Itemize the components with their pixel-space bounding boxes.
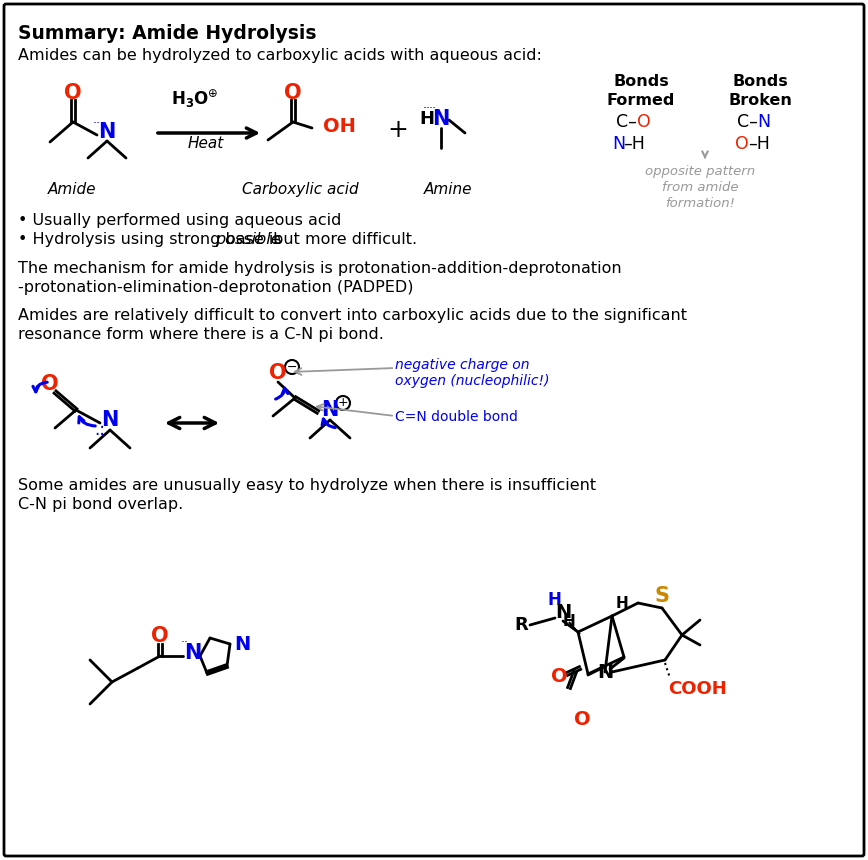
- Text: but more difficult.: but more difficult.: [268, 232, 418, 247]
- Text: R: R: [514, 616, 528, 634]
- Text: Summary: Amide Hydrolysis: Summary: Amide Hydrolysis: [18, 24, 317, 43]
- Text: O: O: [151, 626, 168, 646]
- Text: Some amides are unusually easy to hydrolyze when there is insufficient: Some amides are unusually easy to hydrol…: [18, 478, 596, 493]
- Text: Heat: Heat: [187, 136, 224, 151]
- Text: COOH: COOH: [668, 680, 727, 698]
- FancyBboxPatch shape: [4, 4, 864, 856]
- Text: H: H: [547, 591, 561, 609]
- Text: –H: –H: [748, 135, 770, 153]
- Text: .:: .:: [95, 421, 106, 439]
- Text: H: H: [562, 615, 575, 630]
- Text: Bonds
Formed: Bonds Formed: [607, 74, 675, 108]
- Text: -protonation-elimination-deprotonation (PADPED): -protonation-elimination-deprotonation (…: [18, 280, 413, 295]
- Text: negative charge on
oxygen (nucleophilic!): negative charge on oxygen (nucleophilic!…: [395, 358, 549, 388]
- Text: • Hydrolysis using strong base is: • Hydrolysis using strong base is: [18, 232, 286, 247]
- Text: O: O: [284, 83, 302, 103]
- Text: C-N pi bond overlap.: C-N pi bond overlap.: [18, 497, 183, 512]
- Polygon shape: [569, 622, 580, 634]
- Text: possible: possible: [215, 232, 280, 247]
- Text: H: H: [419, 110, 435, 128]
- Text: Amine: Amine: [424, 182, 472, 197]
- Text: N: N: [321, 400, 339, 420]
- Text: O: O: [269, 363, 286, 383]
- Text: H: H: [615, 597, 628, 611]
- Text: N: N: [102, 410, 119, 430]
- Text: −: −: [286, 360, 297, 373]
- Text: N: N: [757, 113, 770, 131]
- Text: Amide: Amide: [48, 182, 96, 197]
- Text: O: O: [41, 374, 59, 394]
- Text: O: O: [735, 135, 749, 153]
- Text: –H: –H: [623, 135, 645, 153]
- Text: N: N: [597, 664, 613, 683]
- Text: O: O: [64, 83, 82, 103]
- Text: resonance form where there is a C-N pi bond.: resonance form where there is a C-N pi b…: [18, 327, 384, 342]
- Text: ··: ··: [93, 118, 101, 131]
- Text: O: O: [574, 710, 590, 729]
- Text: OH: OH: [323, 116, 356, 136]
- Text: O: O: [550, 666, 568, 685]
- Text: Bonds
Broken: Bonds Broken: [728, 74, 792, 108]
- Text: ··: ··: [181, 636, 189, 649]
- Text: Amides can be hydrolyzed to carboxylic acids with aqueous acid:: Amides can be hydrolyzed to carboxylic a…: [18, 48, 542, 63]
- Text: C–: C–: [737, 113, 758, 131]
- Text: N: N: [184, 643, 201, 663]
- Text: ··: ··: [429, 102, 437, 115]
- Text: N: N: [432, 109, 450, 129]
- Text: N: N: [234, 635, 250, 654]
- Text: O: O: [637, 113, 651, 131]
- Text: opposite pattern
from amide
formation!: opposite pattern from amide formation!: [645, 165, 755, 210]
- Text: C–: C–: [616, 113, 637, 131]
- Text: $\mathbf{H_3O}^{\oplus}$: $\mathbf{H_3O}^{\oplus}$: [171, 89, 219, 111]
- Text: The mechanism for amide hydrolysis is protonation-addition-deprotonation: The mechanism for amide hydrolysis is pr…: [18, 261, 621, 276]
- Text: Carboxylic acid: Carboxylic acid: [241, 182, 358, 197]
- Text: Amides are relatively difficult to convert into carboxylic acids due to the sign: Amides are relatively difficult to conve…: [18, 308, 687, 323]
- Text: +: +: [338, 396, 348, 409]
- Text: +: +: [388, 118, 409, 142]
- Text: • Usually performed using aqueous acid: • Usually performed using aqueous acid: [18, 213, 341, 228]
- Text: ··: ··: [423, 102, 431, 115]
- Text: N: N: [98, 122, 115, 142]
- Text: C=N double bond: C=N double bond: [395, 410, 518, 424]
- Text: S: S: [654, 586, 669, 606]
- Text: N: N: [555, 604, 571, 623]
- Text: N: N: [612, 135, 625, 153]
